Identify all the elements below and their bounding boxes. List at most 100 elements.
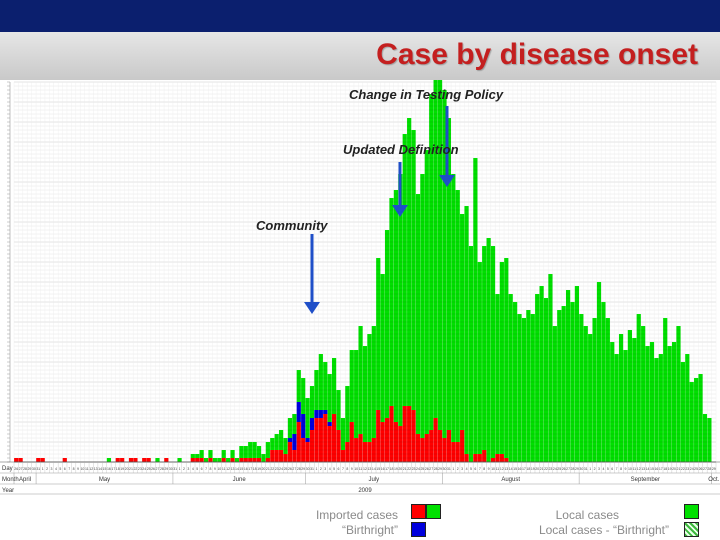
bar-local <box>618 334 624 462</box>
bar-local <box>437 80 443 430</box>
bar-imported <box>323 414 328 462</box>
day-tick-label: 3 <box>324 467 326 471</box>
bar-local <box>336 390 341 430</box>
bar-local <box>530 314 535 462</box>
bar-imported <box>407 406 412 462</box>
bar-local <box>212 458 217 462</box>
bar-local <box>433 80 438 418</box>
day-tick-label: 11 <box>222 467 226 471</box>
day-tick-label: 28 <box>297 467 301 471</box>
day-tick-label: 11 <box>496 467 500 471</box>
day-tick-label: 13 <box>367 467 371 471</box>
day-tick-label: 6 <box>201 467 203 471</box>
bar-imported <box>248 458 253 462</box>
month-label: September <box>631 477 660 483</box>
top-band <box>0 0 720 32</box>
bar-local <box>402 134 407 406</box>
bar-imported <box>331 414 337 462</box>
bar-local <box>190 454 195 458</box>
day-tick-label: 29 <box>27 467 31 471</box>
bar-local <box>671 342 677 462</box>
bar-local <box>588 334 593 462</box>
day-tick-label: 17 <box>248 467 252 471</box>
bar-imported <box>292 450 297 462</box>
day-tick-label: 11 <box>359 467 363 471</box>
day-tick-label: 8 <box>620 467 622 471</box>
bar-local <box>155 458 160 462</box>
year-label: 2009 <box>358 488 372 494</box>
month-label: August <box>501 477 520 483</box>
bar-local <box>345 386 350 442</box>
bar-imported <box>429 430 434 462</box>
bar-imported <box>415 434 421 462</box>
day-tick-label: 10 <box>491 467 495 471</box>
bar-local <box>420 174 425 438</box>
bar-local <box>561 306 566 462</box>
month-label: July <box>368 477 379 483</box>
day-tick-label: 19 <box>257 467 261 471</box>
bar-local <box>574 286 580 462</box>
day-tick-label: 5 <box>196 467 198 471</box>
bar-local <box>477 262 482 454</box>
bar-local <box>292 414 297 434</box>
bar-local <box>283 438 288 454</box>
legend-local-swatch <box>684 504 699 519</box>
bar-imported <box>265 458 270 462</box>
day-tick-label: 16 <box>654 467 658 471</box>
day-tick-label: 14 <box>235 467 239 471</box>
bar-local <box>654 358 659 462</box>
bar-local <box>411 130 416 410</box>
bar-imported <box>433 418 438 462</box>
day-tick-label: 14 <box>98 467 102 471</box>
day-tick-label: 25 <box>284 467 288 471</box>
bar-imported <box>195 458 200 462</box>
bar-local <box>689 382 694 462</box>
bar-local <box>234 458 240 462</box>
bar-local <box>517 314 522 462</box>
day-tick-label: 8 <box>483 467 485 471</box>
bar-local <box>539 286 544 462</box>
day-tick-label: 31 <box>310 467 314 471</box>
day-tick-label: 7 <box>479 467 481 471</box>
bar-local <box>676 326 681 462</box>
day-tick-label: 28 <box>571 467 575 471</box>
title-bar: Case by disease onset <box>0 32 720 81</box>
bar-local <box>513 302 518 462</box>
day-tick-label: 14 <box>372 467 376 471</box>
bar-local <box>685 354 690 462</box>
bar-local <box>464 206 469 454</box>
bar-local <box>415 194 421 434</box>
day-tick-label: 22 <box>270 467 274 471</box>
bar-local <box>663 318 668 462</box>
day-tick-label: 24 <box>416 467 420 471</box>
annotation-arrows <box>304 106 455 314</box>
legend-local-swatch-small <box>426 504 441 519</box>
bar-imported <box>371 438 376 462</box>
day-tick-label: 4 <box>602 467 604 471</box>
bar-imported <box>460 430 465 462</box>
day-tick-label: 23 <box>412 467 416 471</box>
day-tick-label: 28 <box>434 467 438 471</box>
day-tick-label: 30 <box>169 467 173 471</box>
bar-local <box>256 446 262 458</box>
bar-imported <box>305 442 310 462</box>
bar-birthright <box>323 410 328 414</box>
bar-birthright <box>292 434 297 450</box>
day-tick-label: 26 <box>425 467 429 471</box>
bar-local <box>645 346 650 462</box>
day-tick-label: 9 <box>488 467 490 471</box>
day-tick-label: 23 <box>685 467 689 471</box>
bar-local <box>301 378 306 414</box>
day-tick-label: 12 <box>500 467 504 471</box>
bar-imported <box>256 458 262 462</box>
arrow-community <box>304 234 320 314</box>
legend-birthright-label: “Birthright” <box>341 523 398 537</box>
bar-local <box>199 450 204 458</box>
day-tick-label: 28 <box>707 467 711 471</box>
day-tick-label: 31 <box>584 467 588 471</box>
legend-local-birthright-swatch <box>684 522 699 537</box>
bar-local <box>217 458 222 462</box>
bar-local <box>367 334 372 442</box>
day-tick-label: 13 <box>94 467 98 471</box>
bar-local <box>106 458 112 462</box>
